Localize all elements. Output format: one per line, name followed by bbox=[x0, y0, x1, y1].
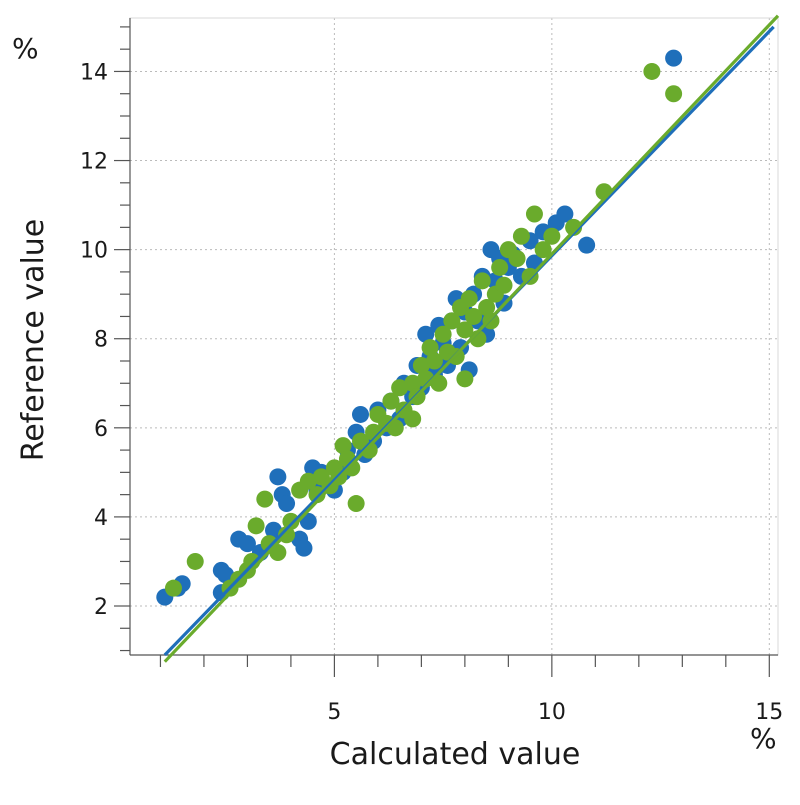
plot-frame bbox=[129, 17, 779, 656]
green-data-point bbox=[412, 356, 430, 374]
green-data-point bbox=[460, 290, 478, 308]
y-tick-label: 8 bbox=[94, 328, 108, 353]
blue-data-point bbox=[665, 49, 683, 67]
blue-data-point bbox=[278, 495, 296, 513]
green-data-point bbox=[334, 437, 352, 455]
green-data-point bbox=[512, 227, 530, 245]
green-fit-line bbox=[163, 14, 780, 663]
green-data-point bbox=[404, 410, 422, 428]
blue-data-point bbox=[578, 236, 596, 254]
green-data-point bbox=[360, 441, 378, 459]
y-axis-title: Reference value bbox=[16, 219, 51, 462]
blue-data-point bbox=[217, 566, 235, 584]
y-tick-label: 2 bbox=[94, 595, 108, 620]
data-points bbox=[156, 49, 683, 606]
green-data-point bbox=[256, 490, 274, 508]
y-axis-unit: % bbox=[12, 32, 39, 65]
green-data-point bbox=[164, 579, 182, 597]
axes bbox=[114, 17, 779, 677]
green-data-point bbox=[456, 321, 474, 339]
green-data-point bbox=[508, 250, 526, 268]
green-data-point bbox=[186, 552, 204, 570]
green-data-point bbox=[534, 241, 552, 259]
green-data-point bbox=[299, 472, 317, 490]
x-tick-label: 10 bbox=[538, 700, 566, 725]
green-data-point bbox=[247, 517, 265, 535]
green-data-point bbox=[382, 392, 400, 410]
green-data-point bbox=[404, 374, 422, 392]
blue-data-point bbox=[269, 468, 287, 486]
x-axis-title: Calculated value bbox=[330, 737, 581, 772]
green-data-point bbox=[565, 218, 583, 236]
green-data-point bbox=[495, 276, 513, 294]
grid bbox=[130, 18, 778, 655]
green-data-point bbox=[665, 85, 683, 103]
green-data-point bbox=[425, 352, 443, 370]
green-data-point bbox=[347, 495, 365, 513]
fit-lines bbox=[163, 14, 780, 663]
green-data-point bbox=[473, 272, 491, 290]
blue-data-point bbox=[351, 405, 369, 423]
blue-data-point bbox=[265, 521, 283, 539]
x-tick-label: 5 bbox=[327, 700, 341, 725]
green-data-point bbox=[456, 370, 474, 388]
green-data-point bbox=[434, 325, 452, 343]
blue-data-point bbox=[295, 539, 313, 557]
y-tick-label: 12 bbox=[80, 150, 108, 175]
y-tick-label: 4 bbox=[94, 506, 108, 531]
green-data-point bbox=[443, 312, 461, 330]
green-data-point bbox=[525, 205, 543, 223]
blue-data-point bbox=[556, 205, 574, 223]
y-tick-label: 6 bbox=[94, 417, 108, 442]
green-data-point bbox=[421, 339, 439, 357]
blue-data-point bbox=[238, 535, 256, 553]
green-data-point bbox=[465, 307, 483, 325]
green-data-point bbox=[491, 258, 509, 276]
tick-labels: 2 4 6 8 10 12 14 5 10 15 bbox=[80, 60, 783, 725]
y-tick-label: 10 bbox=[80, 239, 108, 264]
green-data-point bbox=[478, 299, 496, 317]
y-tick-label: 14 bbox=[80, 60, 108, 85]
green-data-point bbox=[643, 62, 661, 80]
x-tick-label: 15 bbox=[755, 700, 783, 725]
green-data-point bbox=[543, 227, 561, 245]
x-axis-unit: % bbox=[750, 722, 777, 755]
green-data-point bbox=[343, 459, 361, 477]
green-data-point bbox=[391, 379, 409, 397]
blue-data-point bbox=[417, 325, 435, 343]
